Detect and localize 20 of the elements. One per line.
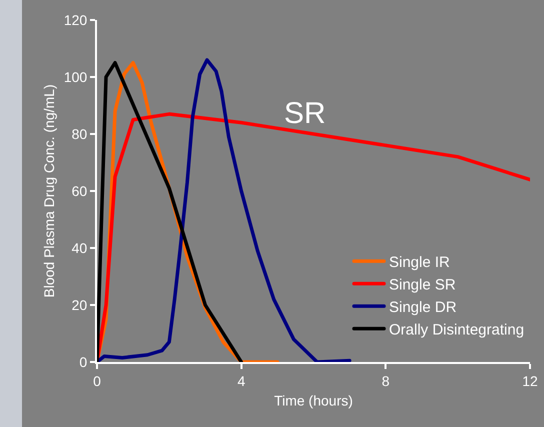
legend-label: Orally Disintegrating xyxy=(389,322,524,338)
y-axis-title: Blood Plasma Drug Conc. (ng/mL) xyxy=(40,84,57,298)
annotation: SR xyxy=(284,97,326,130)
line-series xyxy=(97,58,352,362)
legend-label: Single SR xyxy=(389,276,456,294)
y-tick-label: 0 xyxy=(79,354,88,370)
x-tick-label: 8 xyxy=(382,372,390,389)
y-tick-label: 80 xyxy=(72,126,88,142)
x-tick-label: 4 xyxy=(237,372,246,389)
y-tick-label: 100 xyxy=(64,68,88,85)
legend-label: Single DR xyxy=(389,299,457,316)
legend-label: Single IR xyxy=(389,254,450,271)
line-series xyxy=(97,61,244,362)
y-tick-label: 20 xyxy=(72,296,88,313)
x-axis-title: Time (hours) xyxy=(274,392,353,409)
y-tick-label: 60 xyxy=(72,182,88,199)
x-tick-label: 12 xyxy=(522,372,538,389)
y-tick-label: 120 xyxy=(64,12,88,28)
y-tick-label: 40 xyxy=(72,240,88,256)
x-tick-label: 0 xyxy=(93,372,102,389)
